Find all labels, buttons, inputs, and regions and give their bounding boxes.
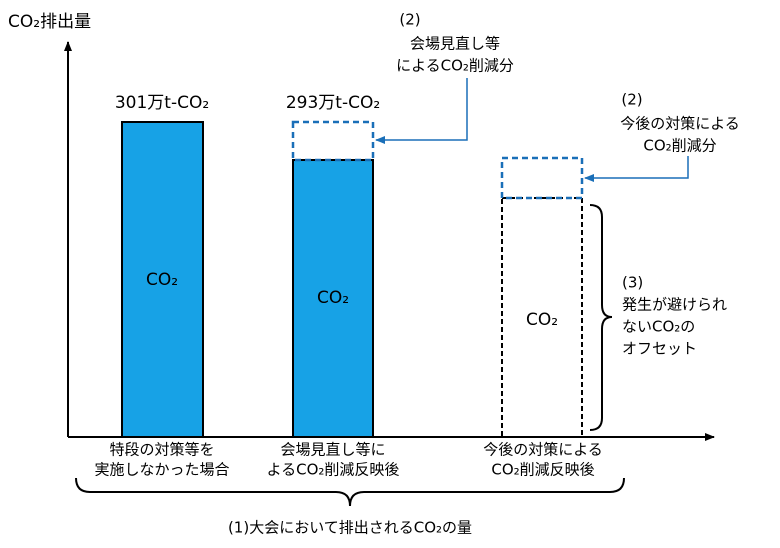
arrow [375,78,468,144]
annotation-text: によるCO₂削減分 [396,57,514,75]
annotation-text: CO₂削減分 [643,137,716,155]
brace [589,204,613,431]
category-label: よるCO₂削減反映後 [267,461,400,479]
note-text: 発生が避けられ [622,296,727,314]
bar-label: CO₂ [317,288,349,308]
note-number: (3) [622,274,643,292]
bar-label: CO₂ [146,270,178,290]
category-label: 特段の対策等を [109,441,214,459]
reduction-box [500,156,584,200]
reduction-box [291,120,375,162]
bar-label: CO₂ [526,310,558,330]
annotation-number: (2) [399,11,420,29]
axis-label: CO₂排出量 [8,12,91,32]
category-label: 今後の対策による [483,441,603,459]
bar [121,121,204,438]
note-text: ないCO₂の [622,318,695,336]
annotation-text: 今後の対策による [620,115,740,133]
brace [75,477,625,507]
category-label: CO₂削減反映後 [491,461,594,479]
total-note: (1)大会において排出されるCO₂の量 [228,519,472,537]
value-label: 293万t-CO₂ [286,93,380,113]
category-label: 実施しなかった場合 [94,461,229,479]
category-label: 会場見直し等に [280,441,385,459]
value-label: 301万t-CO₂ [115,93,209,113]
annotation-number: (2) [621,91,642,109]
bar [292,159,374,438]
annotation-text: 会場見直し等 [410,35,500,53]
arrow [584,156,689,182]
note-text: オフセット [622,340,697,358]
